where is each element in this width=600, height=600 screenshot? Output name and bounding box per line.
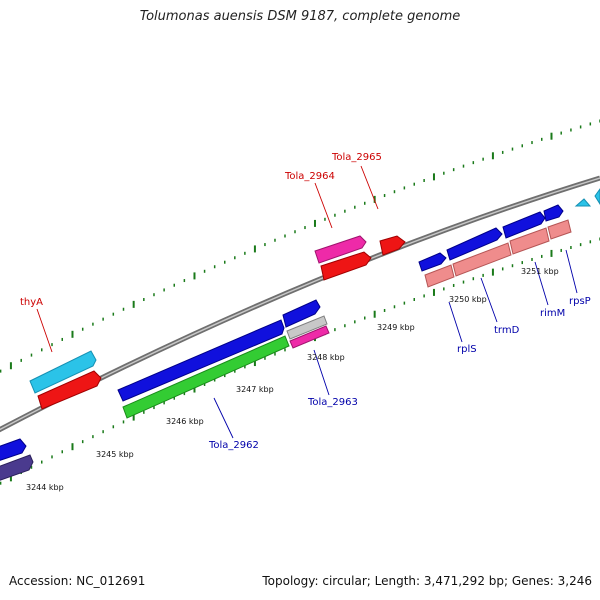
gene-top-right-cyan[interactable] bbox=[574, 198, 592, 207]
gene-rpsP-salmon[interactable] bbox=[547, 219, 572, 240]
gene-rpsP-blue[interactable] bbox=[543, 204, 564, 222]
gene-Tola-2964-red[interactable] bbox=[320, 251, 372, 281]
label-trmD[interactable]: trmD bbox=[494, 325, 520, 336]
connector-rplS bbox=[448, 301, 463, 343]
gene-labels: thyA Tola_2964 Tola_2965 Tola_2962 Tola_… bbox=[20, 152, 591, 451]
gene-left-navy[interactable] bbox=[0, 454, 34, 482]
gene-Tola-2962-blue[interactable] bbox=[117, 319, 285, 402]
kbp-label: 3251 kbp bbox=[521, 267, 559, 276]
gene-rplS-salmon[interactable] bbox=[424, 264, 455, 288]
kbp-label: 3248 kbp bbox=[307, 353, 345, 362]
gene-left-blue[interactable] bbox=[0, 438, 27, 462]
kbp-label: 3249 kbp bbox=[377, 323, 415, 332]
connector-Tola-2963 bbox=[313, 349, 330, 396]
connector-Tola-2962 bbox=[213, 397, 234, 439]
connector-Tola-2965 bbox=[360, 165, 379, 210]
kbp-label: 3245 kbp bbox=[96, 450, 134, 459]
connector-thyA bbox=[36, 308, 53, 353]
label-rpsP[interactable]: rpsP bbox=[569, 296, 591, 307]
bottom-strand-features bbox=[0, 204, 572, 482]
gene-Tola-2962-green[interactable] bbox=[122, 335, 290, 419]
label-connectors bbox=[36, 165, 578, 439]
gene-Tola-2965-red[interactable] bbox=[379, 235, 406, 256]
genome-summary-text: Topology: circular; Length: 3,471,292 bp… bbox=[262, 574, 592, 588]
gene-top-right-cyan-2[interactable] bbox=[594, 188, 600, 205]
scale-labels: 3244 kbp 3245 kbp 3246 kbp 3247 kbp 3248… bbox=[26, 267, 559, 492]
connector-trmD bbox=[480, 277, 498, 323]
kbp-label: 3246 kbp bbox=[166, 417, 204, 426]
label-thyA[interactable]: thyA bbox=[20, 297, 43, 308]
connector-Tola-2964 bbox=[314, 182, 333, 229]
kbp-label: 3244 kbp bbox=[26, 483, 64, 492]
gene-rimM-salmon[interactable] bbox=[509, 227, 550, 255]
top-strand-features bbox=[29, 188, 600, 410]
label-Tola-2964[interactable]: Tola_2964 bbox=[284, 171, 335, 182]
accession-text: Accession: NC_012691 bbox=[9, 574, 146, 588]
gene-Tola-2963-pink[interactable] bbox=[289, 325, 330, 349]
map-title: Tolumonas auensis DSM 9187, complete gen… bbox=[139, 9, 461, 24]
gene-thyA-cyan[interactable] bbox=[29, 350, 97, 394]
connector-rpsP bbox=[565, 249, 578, 294]
label-Tola-2962[interactable]: Tola_2962 bbox=[208, 440, 259, 451]
label-rplS[interactable]: rplS bbox=[457, 344, 477, 355]
gene-rimM-blue[interactable] bbox=[502, 211, 546, 239]
gene-thyA-red[interactable] bbox=[37, 370, 102, 410]
kbp-label: 3250 kbp bbox=[449, 295, 487, 304]
connector-rimM bbox=[534, 261, 549, 306]
label-Tola-2965[interactable]: Tola_2965 bbox=[331, 152, 382, 163]
gene-rplS-blue[interactable] bbox=[418, 252, 447, 272]
gene-trmD-blue[interactable] bbox=[446, 227, 503, 261]
gene-trmD-salmon[interactable] bbox=[452, 242, 512, 277]
guide-rows bbox=[0, 119, 600, 485]
label-rimM[interactable]: rimM bbox=[540, 308, 565, 319]
gene-Tola-2963-gray[interactable] bbox=[286, 315, 328, 340]
label-Tola-2963[interactable]: Tola_2963 bbox=[307, 397, 358, 408]
gene-Tola-2964-pink[interactable] bbox=[314, 235, 367, 264]
kbp-label: 3247 kbp bbox=[236, 385, 274, 394]
gene-Tola-2963-blue[interactable] bbox=[282, 299, 321, 328]
